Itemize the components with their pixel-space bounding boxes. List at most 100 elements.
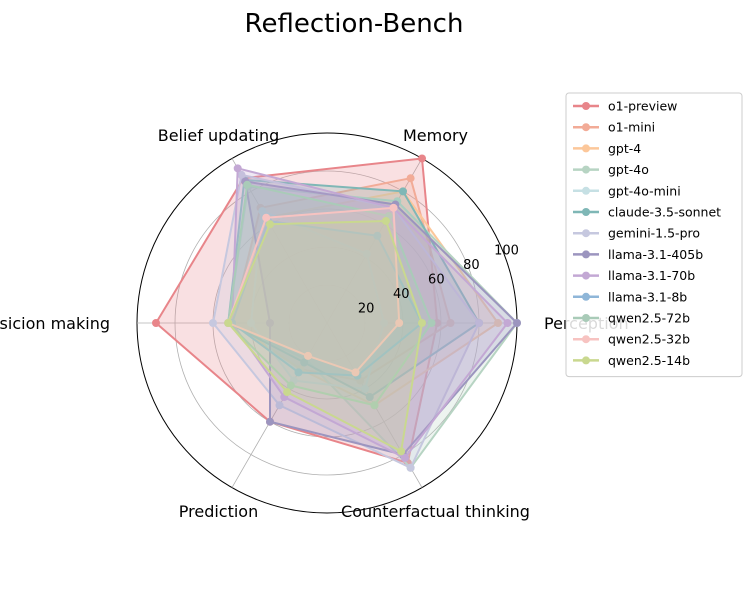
data-point	[351, 368, 360, 377]
axis-label: Prediction	[179, 502, 258, 521]
data-point	[152, 319, 160, 327]
legend-item: claude-3.5-sonnet	[573, 205, 721, 220]
legend-label: gpt-4o	[608, 162, 649, 177]
data-point	[258, 207, 267, 216]
legend-label: gemini-1.5-pro	[608, 226, 700, 241]
data-point	[381, 216, 390, 225]
legend-label: gpt-4	[608, 141, 641, 156]
data-point	[418, 154, 426, 163]
radial-tick-label: 60	[428, 272, 445, 287]
axis-labels: PerceptionMemoryBelief updatingDesicion …	[0, 126, 629, 521]
data-point	[294, 368, 303, 377]
radial-tick-label: 20	[358, 301, 375, 316]
radial-tick-labels: 20 40 60 80 100	[358, 243, 519, 316]
legend-label: llama-3.1-405b	[608, 247, 703, 262]
legend-label: claude-3.5-sonnet	[608, 205, 721, 220]
data-point	[365, 393, 374, 402]
legend-marker	[582, 271, 590, 280]
legend-marker	[582, 144, 590, 153]
data-point	[361, 384, 369, 393]
data-point	[370, 401, 379, 410]
data-point	[362, 249, 371, 258]
radial-tick-label: 100	[494, 243, 519, 258]
chart-title: Reflection-Bench	[245, 9, 464, 39]
legend-label: o1-preview	[608, 99, 677, 114]
legend-item: llama-3.1-70b	[573, 268, 695, 283]
axis-label: Memory	[403, 126, 468, 145]
data-point	[446, 319, 455, 327]
data-point	[275, 401, 284, 410]
legend-item: qwen2.5-72b	[573, 311, 690, 326]
legend-marker	[582, 186, 590, 195]
data-point	[243, 180, 252, 189]
legend-label: qwen2.5-72b	[608, 311, 690, 326]
data-point	[233, 164, 242, 173]
legend-item: gemini-1.5-pro	[573, 226, 700, 241]
data-point	[262, 213, 271, 222]
series-qwen2.5-14b	[224, 216, 426, 456]
legend-marker	[582, 314, 590, 322]
legend-item: o1-preview	[573, 99, 677, 114]
axis-label: Desicion making	[0, 314, 110, 333]
radial-tick-label: 40	[393, 287, 410, 302]
series-gpt-4o-mini	[247, 207, 388, 393]
data-point	[513, 319, 521, 327]
legend-label: qwen2.5-14b	[608, 353, 690, 368]
data-point	[304, 351, 312, 360]
legend-item: gpt-4	[573, 141, 641, 156]
data-point	[266, 220, 274, 229]
legend-marker	[582, 229, 590, 238]
data-point	[286, 381, 295, 390]
data-point	[406, 463, 415, 472]
data-point	[224, 319, 233, 327]
data-point	[247, 319, 255, 327]
axis-label: Counterfactual thinking	[341, 502, 530, 521]
data-point	[400, 453, 409, 462]
legend-marker	[582, 335, 590, 344]
data-point	[389, 203, 398, 212]
legend-marker	[582, 250, 590, 259]
legend-item: gpt-4o	[573, 162, 649, 177]
data-point	[418, 319, 426, 327]
data-point	[503, 319, 512, 327]
legend-label: llama-3.1-70b	[608, 268, 695, 283]
data-point	[373, 231, 382, 240]
legend-item: llama-3.1-405b	[573, 247, 703, 262]
legend-marker	[582, 356, 590, 365]
legend-item: qwen2.5-14b	[573, 353, 690, 368]
legend-marker	[582, 292, 590, 301]
legend-marker	[582, 123, 590, 132]
legend-item: o1-mini	[573, 120, 655, 135]
axis-label: Belief updating	[158, 126, 280, 145]
legend-marker	[582, 102, 590, 110]
data-point	[397, 447, 406, 456]
data-point	[494, 319, 502, 327]
data-point	[399, 187, 407, 196]
legend-item: llama-3.1-8b	[573, 289, 687, 304]
data-point	[283, 388, 292, 397]
legend-label: o1-mini	[608, 120, 655, 135]
data-point	[427, 319, 436, 327]
legend-label: gpt-4o-mini	[608, 183, 681, 198]
legend-item: gpt-4o-mini	[573, 183, 681, 198]
data-point	[300, 358, 309, 367]
radar-series	[152, 154, 521, 472]
data-point	[395, 319, 404, 327]
data-point	[209, 319, 217, 327]
data-point	[433, 319, 442, 327]
legend-label: qwen2.5-32b	[608, 332, 690, 347]
axis-spoke	[326, 158, 423, 324]
data-point	[475, 319, 483, 327]
radial-tick-label: 80	[463, 258, 480, 273]
legend-label: llama-3.1-8b	[608, 289, 687, 304]
legend-frame	[565, 92, 743, 378]
legend: o1-preview o1-mini gpt-4 gpt-4o gpt-4o-mini c…	[565, 92, 743, 378]
data-point	[266, 417, 274, 426]
data-point	[380, 319, 388, 327]
data-point	[237, 170, 246, 179]
legend-marker	[582, 208, 590, 216]
legend-marker	[582, 165, 590, 174]
data-point	[266, 319, 274, 327]
data-point	[406, 174, 415, 183]
